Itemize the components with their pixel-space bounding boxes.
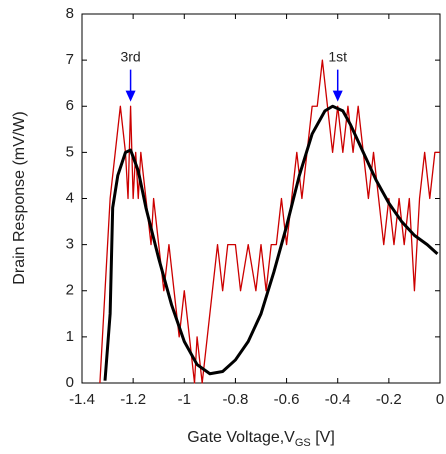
x-tick-label: -0.6	[274, 391, 300, 408]
x-tick-label: -0.2	[376, 391, 402, 408]
annotation-arrowhead	[125, 90, 136, 102]
x-axis-label-main: Gate Voltage,V	[187, 429, 295, 446]
y-tick-label: 5	[66, 143, 74, 160]
x-tick-label: -1	[178, 391, 191, 408]
y-tick-label: 0	[66, 374, 74, 391]
y-tick-label: 8	[66, 5, 74, 22]
x-axis-label-unit: [V]	[311, 429, 335, 446]
y-tick-label: 3	[66, 236, 74, 253]
y-tick-label: 2	[66, 282, 74, 299]
annotation-arrowhead	[332, 90, 343, 102]
y-tick-label: 1	[66, 328, 74, 345]
series-line	[99, 59, 440, 384]
series-line	[103, 104, 439, 381]
annotation-label: 3rd	[120, 48, 140, 64]
x-tick-label: 0	[436, 391, 444, 408]
x-tick-label: -1.2	[120, 391, 146, 408]
x-tick-label: -0.8	[222, 391, 248, 408]
y-tick-label: 7	[66, 51, 74, 68]
y-axis-label: Drain Response (mV/W)	[11, 111, 28, 284]
x-axis-label: Gate Voltage,VGS [V]	[187, 429, 335, 449]
x-tick-label: -0.4	[325, 391, 351, 408]
y-tick-label: 6	[66, 97, 74, 114]
x-tick-label: -1.4	[69, 391, 95, 408]
annotation-label: 1st	[328, 48, 347, 64]
y-tick-label: 4	[66, 189, 74, 206]
x-axis-label-sub: GS	[295, 437, 311, 449]
